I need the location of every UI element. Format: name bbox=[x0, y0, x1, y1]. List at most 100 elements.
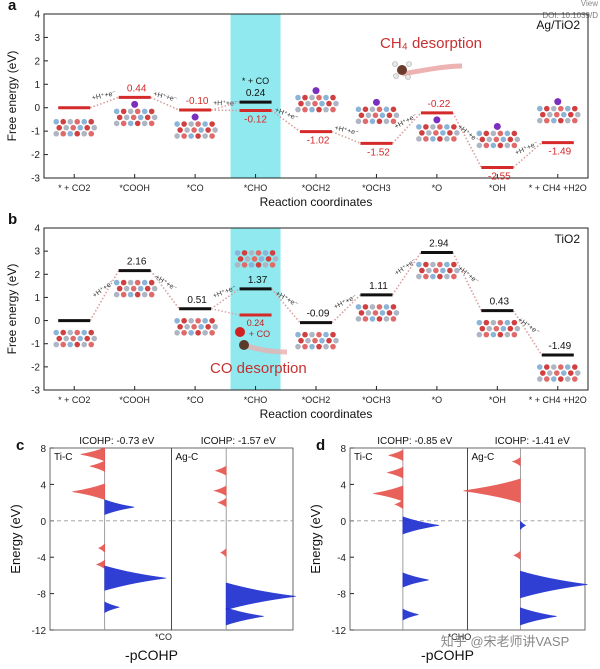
slab-atom bbox=[188, 329, 194, 336]
slab-atom bbox=[81, 341, 88, 348]
slab-illustration bbox=[295, 331, 339, 350]
bonding-peak bbox=[80, 447, 105, 462]
slab-atom bbox=[177, 323, 183, 330]
slab-atom bbox=[312, 100, 318, 107]
x-tick-label: * + CO2 bbox=[58, 183, 90, 193]
slab-illustration bbox=[113, 279, 158, 298]
slab-atom bbox=[116, 285, 123, 292]
slab-atom bbox=[248, 262, 255, 268]
y-tick-label: 0 bbox=[40, 517, 46, 528]
icohp-label: ICOHP: -0.73 eV bbox=[79, 436, 154, 447]
energy-value-label: 0.44 bbox=[127, 83, 147, 94]
bonding-peak bbox=[89, 460, 105, 472]
slab-atom bbox=[244, 256, 251, 262]
bonding-peak bbox=[217, 497, 227, 508]
slab-atom bbox=[451, 261, 457, 268]
antibonding-peak bbox=[225, 582, 296, 611]
slab-atom bbox=[302, 343, 308, 350]
slab-atom bbox=[191, 127, 197, 133]
slab-atom bbox=[309, 94, 315, 101]
slab-atom bbox=[574, 370, 581, 376]
step-connector bbox=[270, 288, 301, 324]
slab-atom bbox=[255, 262, 262, 268]
slab-atom bbox=[550, 376, 557, 382]
slab-atom bbox=[323, 106, 329, 113]
slab-atom bbox=[454, 130, 460, 136]
panel-label: a bbox=[8, 0, 17, 14]
slab-atom bbox=[362, 106, 369, 113]
slab-atom bbox=[295, 343, 301, 350]
slab-atom bbox=[493, 325, 500, 332]
slab-atom bbox=[134, 279, 141, 286]
slab-atom bbox=[113, 291, 120, 298]
slab-atom bbox=[369, 118, 376, 125]
adsorbate-caption: *CHO bbox=[448, 632, 472, 642]
panel-title: Ag/TiO2 bbox=[536, 18, 580, 32]
panel-label: d bbox=[316, 437, 325, 454]
energy-value-label: -0.12 bbox=[244, 115, 267, 126]
slab-atom bbox=[497, 319, 504, 326]
slab-atom bbox=[312, 337, 318, 344]
step-label: +H⁺+e⁻ bbox=[153, 91, 179, 104]
slab-atom bbox=[81, 118, 88, 125]
slab-atom bbox=[365, 310, 372, 316]
cohp-frame bbox=[171, 447, 294, 631]
y-tick-label: -3 bbox=[31, 386, 40, 397]
slab-atom bbox=[423, 261, 429, 268]
y-axis-title: Free energy (eV) bbox=[5, 264, 19, 355]
slab-atom bbox=[437, 136, 443, 142]
antibonding-peak bbox=[402, 572, 429, 588]
slab-atom bbox=[188, 121, 194, 127]
slab-atom bbox=[393, 310, 400, 316]
slab-illustration bbox=[476, 122, 521, 149]
slab-atom bbox=[376, 118, 383, 125]
slab-atom bbox=[323, 331, 329, 338]
slab-atom bbox=[323, 343, 329, 350]
slab-atom bbox=[53, 341, 60, 348]
slab-illustration bbox=[536, 98, 581, 124]
slab-atom bbox=[195, 329, 201, 336]
slab-atom bbox=[358, 112, 365, 119]
slab-atom bbox=[269, 262, 276, 268]
slab-atom bbox=[120, 120, 127, 127]
y-axis-title: Free energy (eV) bbox=[5, 51, 19, 142]
slab-atom bbox=[191, 323, 197, 330]
icohp-label: ICOHP: -1.41 eV bbox=[495, 436, 570, 447]
slab-atom bbox=[497, 130, 504, 137]
slab-atom bbox=[416, 136, 422, 142]
slab-atom bbox=[205, 323, 211, 330]
slab-atom bbox=[571, 376, 578, 382]
ch4-hydrogen-atom bbox=[393, 73, 399, 79]
slab-illustration bbox=[53, 118, 98, 137]
slab-atom bbox=[130, 285, 137, 292]
slab-illustration bbox=[355, 304, 400, 322]
slab-atom bbox=[120, 279, 127, 286]
y-tick-label: 0 bbox=[34, 316, 40, 327]
panel-c: c Energy (eV) -12 -8 -4 0 4 8 Ti-C ICOHP: -0.73 e… bbox=[8, 436, 296, 663]
bonding-peak bbox=[388, 449, 404, 461]
step-connector bbox=[89, 270, 120, 321]
slab-atom bbox=[323, 94, 329, 101]
y-tick-label: 4 bbox=[40, 480, 46, 491]
slab-atom bbox=[205, 127, 211, 133]
panel-label: c bbox=[16, 437, 24, 454]
slab-atom bbox=[376, 316, 383, 322]
slab-atom bbox=[144, 114, 151, 121]
slab-atom bbox=[511, 130, 518, 137]
x-tick-label: *O bbox=[432, 395, 443, 405]
slab-atom bbox=[550, 105, 557, 112]
bond-label: Ti-C bbox=[54, 452, 73, 463]
slab-atom bbox=[316, 106, 322, 113]
x-tick-label: * + CH4 +H2O bbox=[529, 183, 587, 193]
slab-atom bbox=[557, 117, 564, 124]
slab-atom bbox=[423, 124, 429, 130]
slab-atom bbox=[302, 106, 308, 113]
slab-atom bbox=[514, 325, 521, 332]
doi-label: DOI: 10.1039/D bbox=[542, 11, 598, 20]
slab-atom bbox=[426, 130, 432, 136]
slab-atom bbox=[543, 364, 550, 370]
slab-atom bbox=[316, 343, 322, 350]
slab-illustration bbox=[53, 329, 98, 348]
slab-atom bbox=[330, 94, 336, 101]
